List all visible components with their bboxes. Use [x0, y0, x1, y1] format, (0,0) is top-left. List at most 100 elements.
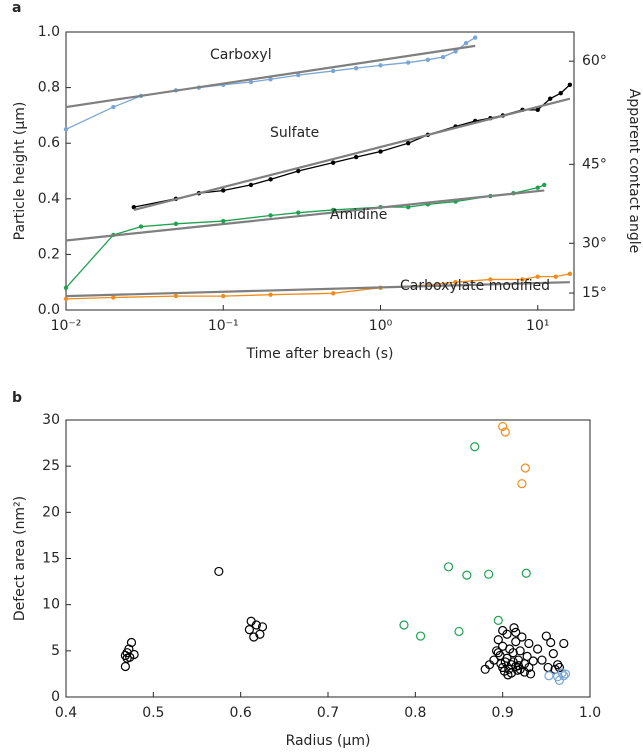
- data-point: [330, 68, 336, 74]
- data-point: [517, 479, 527, 489]
- data-point: [251, 620, 261, 630]
- data-point: [214, 566, 224, 577]
- data-point: [537, 655, 547, 665]
- data-point: [560, 669, 571, 679]
- series-label: Sulfate: [270, 125, 319, 141]
- data-point: [378, 149, 383, 154]
- data-point: [462, 570, 472, 580]
- data-point: [484, 569, 494, 579]
- data-point: [330, 160, 336, 165]
- x-tick-label: 0.9: [492, 705, 514, 721]
- data-point: [511, 627, 521, 637]
- data-point: [520, 463, 530, 473]
- data-point: [268, 213, 273, 218]
- data-point: [454, 626, 464, 637]
- x-tick-label: 0.4: [55, 705, 77, 721]
- data-point: [503, 670, 513, 680]
- data-point: [489, 655, 499, 665]
- data-point: [517, 632, 527, 642]
- x-axis-label: Radius (μm): [286, 733, 371, 749]
- data-point: [425, 57, 431, 62]
- data-point: [546, 637, 556, 648]
- data-point: [111, 104, 116, 110]
- x-tick-label: 10⁻²: [51, 318, 82, 334]
- data-point: [524, 638, 534, 649]
- y-tick-label: 0.2: [38, 246, 60, 262]
- data-point: [221, 188, 226, 193]
- x-tick-label: 10¹: [526, 318, 549, 334]
- data-point: [378, 63, 383, 68]
- y-tick-label: 30: [42, 412, 60, 428]
- y2-tick-label: 45°: [582, 156, 607, 172]
- data-point: [463, 40, 469, 46]
- data-point: [513, 661, 523, 671]
- series-label: Amidine: [330, 207, 387, 223]
- x-tick-label: 0.8: [404, 705, 426, 721]
- y-tick-label: 5: [51, 643, 60, 659]
- data-point: [440, 54, 446, 60]
- data-point: [558, 90, 563, 96]
- data-point: [508, 648, 518, 658]
- data-point: [548, 649, 558, 659]
- data-point: [484, 660, 495, 670]
- series-label: Carboxylate modified: [400, 278, 550, 294]
- data-point: [526, 669, 536, 679]
- y-tick-label: 0.6: [38, 135, 60, 151]
- data-point: [498, 625, 508, 636]
- data-point: [496, 659, 506, 669]
- y2-tick-label: 60°: [582, 53, 607, 69]
- x-tick-label: 10⁰: [369, 318, 393, 334]
- data-point: [542, 182, 547, 188]
- y2-axis-label: Apparent contact angle: [626, 89, 642, 254]
- data-point: [498, 421, 508, 432]
- data-point: [511, 636, 521, 647]
- data-point: [472, 35, 478, 40]
- x-tick-label: 10⁻¹: [208, 318, 239, 334]
- series-label: Carboxyl: [210, 47, 272, 63]
- x-tick-label: 1.0: [579, 705, 601, 721]
- data-point: [532, 644, 543, 654]
- data-point: [567, 82, 573, 88]
- data-point: [63, 296, 69, 302]
- plot-frame: [65, 419, 591, 698]
- data-point: [221, 218, 226, 224]
- data-point: [63, 285, 69, 290]
- data-point: [453, 49, 458, 54]
- y-tick-label: 0.4: [38, 191, 60, 207]
- data-point: [522, 651, 532, 661]
- fit-line: [65, 281, 570, 298]
- data-point: [500, 427, 510, 437]
- x-axis-label: Time after breach (s): [245, 346, 393, 362]
- data-point: [535, 185, 540, 190]
- data-point: [405, 204, 411, 210]
- data-point: [63, 127, 69, 132]
- y-tick-label: 15: [42, 551, 60, 567]
- data-point: [493, 648, 503, 658]
- data-point: [248, 182, 254, 188]
- data-point: [567, 271, 573, 277]
- data-point: [544, 671, 554, 681]
- y-axis-label: Particle height (μm): [12, 102, 28, 241]
- y-tick-label: 0.0: [38, 302, 60, 318]
- data-point: [515, 646, 525, 656]
- data-point: [244, 624, 254, 635]
- data-point: [488, 277, 493, 282]
- data-point: [553, 274, 558, 279]
- panel-label: b: [12, 390, 22, 406]
- data-point: [296, 72, 301, 78]
- data-point: [554, 662, 565, 673]
- data-point: [330, 207, 336, 213]
- data-point: [559, 671, 569, 681]
- y-tick-label: 25: [42, 458, 60, 474]
- y-axis-label: Defect area (nm²): [12, 496, 28, 621]
- y-tick-label: 0: [51, 689, 60, 705]
- data-point: [131, 204, 137, 210]
- y-tick-label: 20: [42, 504, 60, 520]
- data-point: [535, 107, 540, 113]
- data-point: [125, 652, 135, 662]
- data-point: [480, 664, 490, 674]
- data-point: [493, 615, 503, 625]
- data-point: [415, 631, 426, 641]
- data-point: [521, 568, 531, 578]
- data-point: [296, 168, 301, 174]
